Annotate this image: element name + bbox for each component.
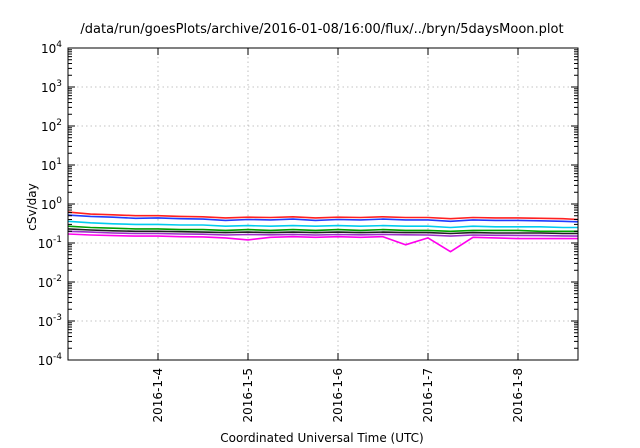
y-tick-label: 10-3	[38, 313, 62, 329]
y-tick-label: 100	[41, 196, 62, 212]
y-tick-label: 10-2	[38, 274, 62, 290]
y-tick-label: 10-4	[38, 352, 63, 368]
y-tick-label: 101	[41, 157, 62, 173]
y-axis-label: cSv/day	[25, 183, 39, 230]
chart-title: /data/run/goesPlots/archive/2016-01-08/1…	[80, 22, 563, 37]
series-line	[67, 225, 578, 233]
y-tick-label: 102	[41, 118, 62, 134]
series-line	[67, 233, 578, 253]
series-line	[67, 228, 578, 235]
x-tick-label: 2016-1-6	[331, 368, 345, 422]
x-axis-label: Coordinated Universal Time (UTC)	[220, 431, 423, 445]
x-tick-label: 2016-1-4	[151, 368, 165, 422]
y-tick-label: 104	[41, 40, 62, 56]
series-line	[67, 220, 578, 229]
series-line	[67, 230, 579, 237]
series-line	[67, 214, 579, 223]
y-tick-label: 103	[41, 79, 62, 95]
series-line	[67, 211, 579, 221]
plot-series	[67, 211, 579, 253]
y-tick-labels: 10-4 10-3 10-2 10-1 100 101 102 103 104	[38, 40, 63, 368]
grid-lines	[68, 48, 578, 360]
x-tick-labels: 2016-1-4 2016-1-5 2016-1-6 2016-1-7 2016-1-8	[151, 368, 525, 422]
y-tick-label: 10-1	[38, 235, 62, 251]
x-tick-label: 2016-1-5	[241, 368, 255, 422]
x-tick-label: 2016-1-7	[421, 368, 435, 422]
axis-ticks	[68, 47, 578, 361]
x-tick-label: 2016-1-8	[511, 368, 525, 422]
